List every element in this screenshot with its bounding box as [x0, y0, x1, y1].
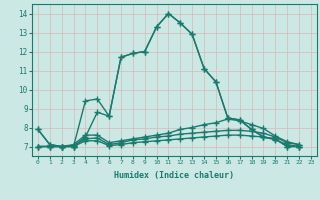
X-axis label: Humidex (Indice chaleur): Humidex (Indice chaleur) — [115, 171, 234, 180]
